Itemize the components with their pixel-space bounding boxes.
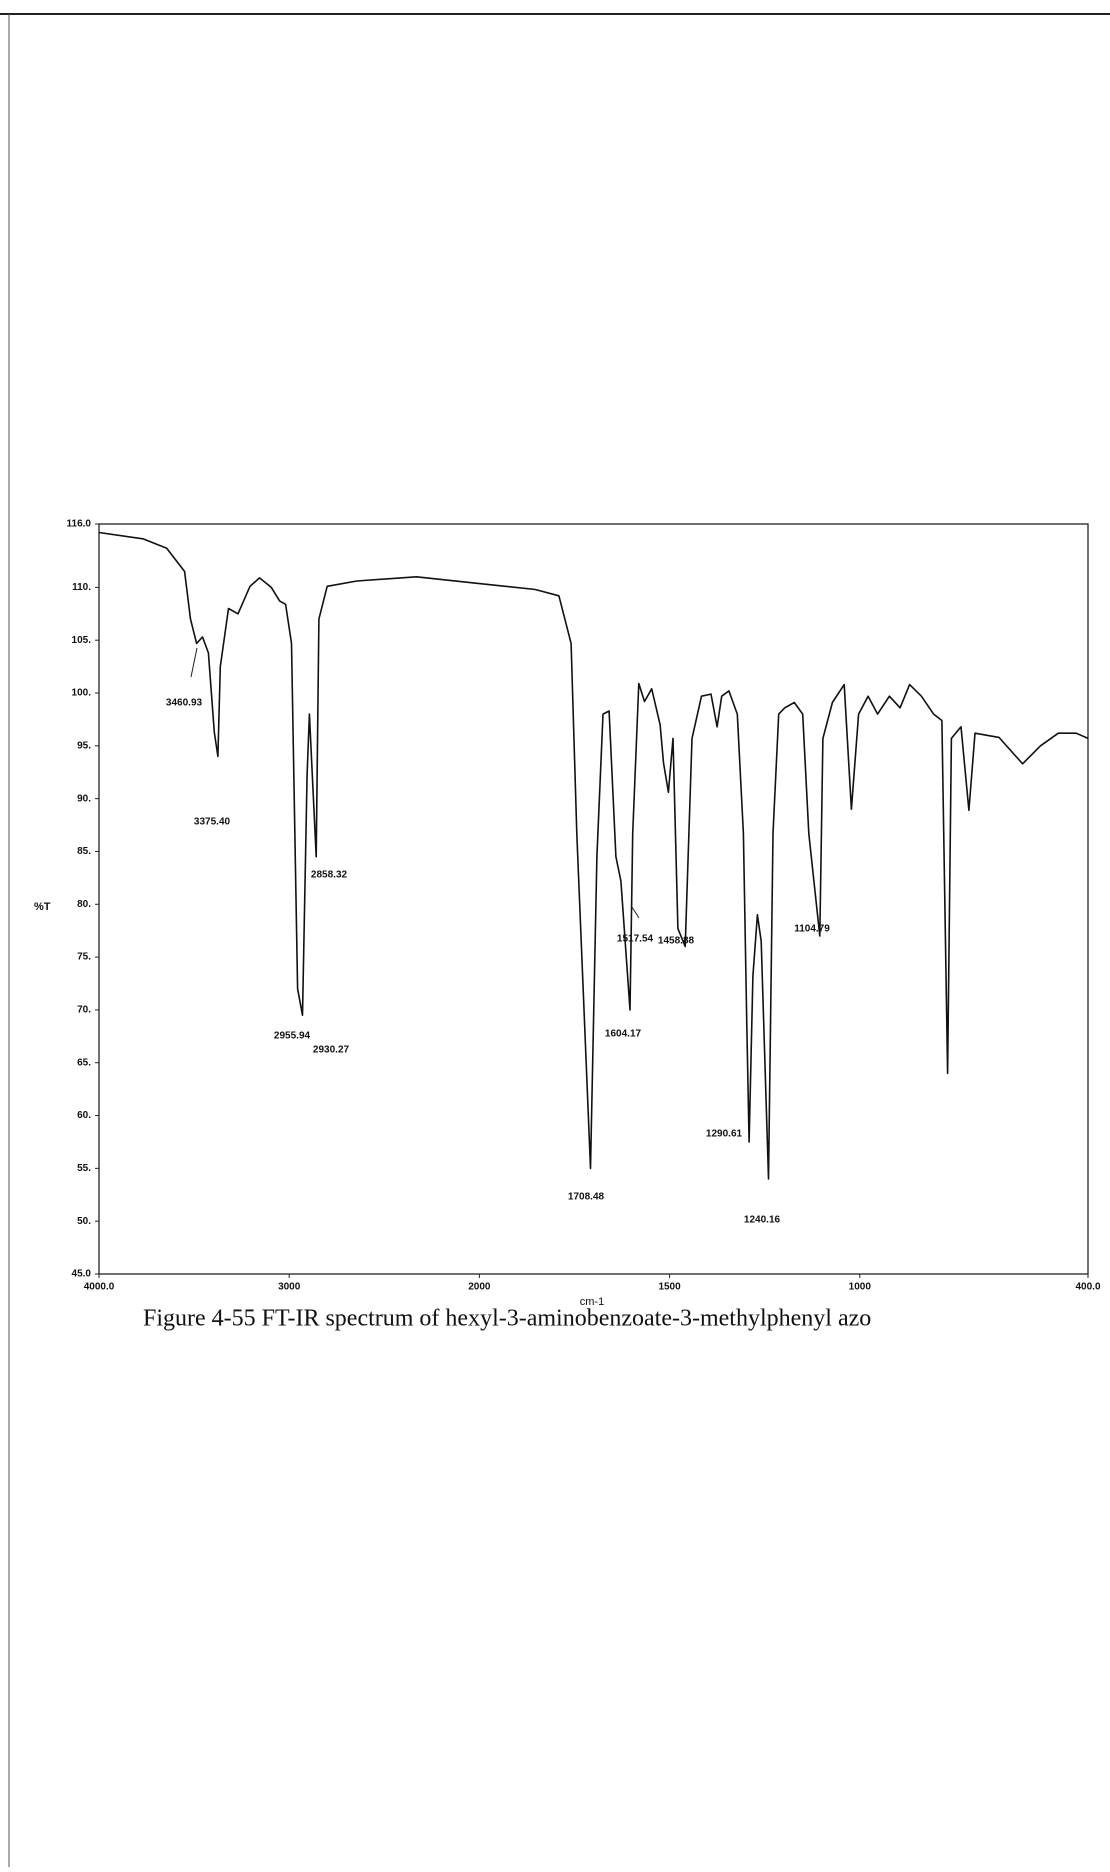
y-tick-label: 85. [77, 846, 91, 857]
y-tick-label: 75. [77, 952, 91, 963]
x-tick-label: 4000.0 [84, 1282, 115, 1293]
peak-label: 3375.40 [194, 817, 231, 828]
y-tick-label: 90. [77, 793, 91, 804]
y-tick-label: 60. [77, 1110, 91, 1121]
y-tick-label: 65. [77, 1057, 91, 1068]
x-tick-label: 1500 [658, 1282, 681, 1293]
y-axis-label: %T [34, 901, 51, 913]
y-tick-label: 80. [77, 899, 91, 910]
y-tick-label: 45.0 [72, 1269, 92, 1280]
x-tick-label: 400.0 [1075, 1282, 1100, 1293]
y-tick-label: 105. [72, 635, 92, 646]
y-tick-label: 70. [77, 1005, 91, 1016]
figure-caption: Figure 4-55 FT-IR spectrum of hexyl-3-am… [143, 1306, 871, 1332]
y-tick-label: 116.0 [67, 519, 92, 530]
peak-label: 1708.48 [568, 1192, 605, 1203]
peak-label: 1290.61 [706, 1129, 743, 1140]
peak-label: 2858.32 [311, 870, 348, 881]
x-tick-label: 1000 [849, 1282, 872, 1293]
spectrum-line [98, 531, 1089, 1180]
peak-label: 2955.94 [274, 1031, 311, 1042]
leader-line [631, 906, 640, 919]
plot-frame [98, 523, 1089, 1275]
peak-label: 1458.88 [658, 936, 695, 947]
leader-line [190, 647, 198, 678]
peak-label: 1104.79 [794, 924, 830, 935]
y-tick-label: 55. [77, 1163, 91, 1174]
x-axis-label: cm-1 [580, 1296, 604, 1308]
y-tick-label: 110. [72, 582, 91, 593]
x-tick-label: 2000 [468, 1282, 491, 1293]
x-tick-label: 3000 [278, 1282, 301, 1293]
y-tick-label: 100. [72, 688, 92, 699]
peak-label: 2930.27 [313, 1045, 350, 1056]
y-tick-label: 95. [77, 740, 91, 751]
peak-label: 3460.93 [166, 698, 203, 709]
peak-label: 1604.17 [605, 1029, 642, 1040]
y-tick-label: 50. [77, 1216, 91, 1227]
peak-label: 1517.54 [617, 934, 654, 945]
peak-label: 1240.16 [744, 1215, 781, 1226]
